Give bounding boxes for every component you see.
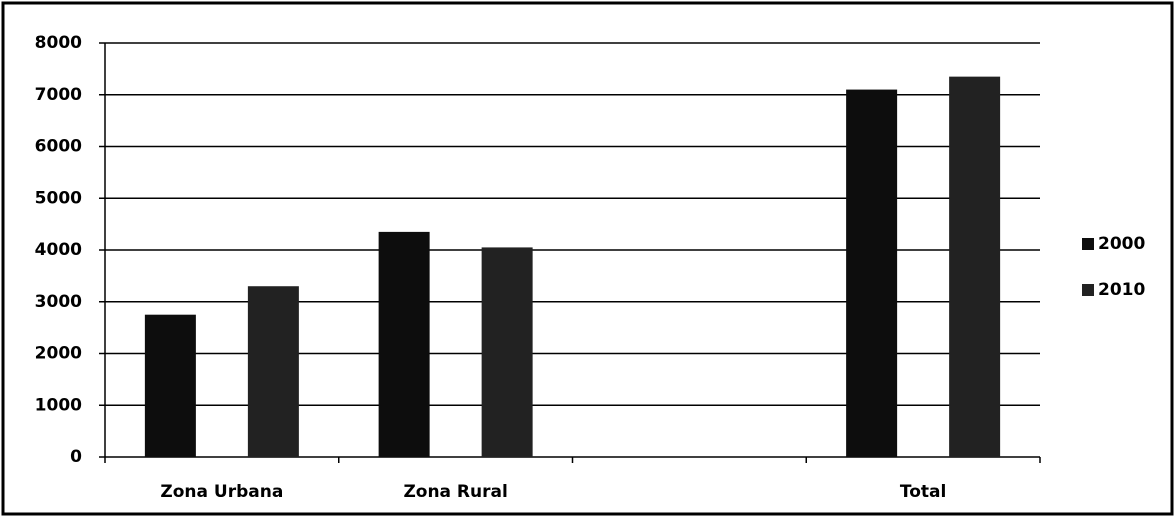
y-tick-label: 2000 <box>35 344 82 364</box>
y-tick-label: 3000 <box>35 292 82 312</box>
bar <box>144 314 196 457</box>
y-tick-label: 4000 <box>35 240 82 260</box>
x-tick-label: Total <box>900 482 946 502</box>
bar <box>846 89 898 457</box>
legend-swatch <box>1082 238 1094 250</box>
bar <box>481 247 533 457</box>
y-tick-label: 1000 <box>35 395 82 415</box>
bar <box>378 231 430 457</box>
x-tick-label: Zona Urbana <box>160 482 283 502</box>
bar <box>949 76 1001 457</box>
y-tick-label: 0 <box>70 447 82 467</box>
legend-label: 2010 <box>1098 280 1145 300</box>
x-tick-label: Zona Rural <box>403 482 507 502</box>
y-tick-label: 7000 <box>35 85 82 105</box>
legend-swatch <box>1082 284 1094 296</box>
y-tick-label: 5000 <box>35 188 82 208</box>
legend-label: 2000 <box>1098 234 1145 254</box>
y-tick-label: 6000 <box>35 137 82 157</box>
y-tick-label: 8000 <box>35 33 82 53</box>
bar <box>247 286 299 457</box>
